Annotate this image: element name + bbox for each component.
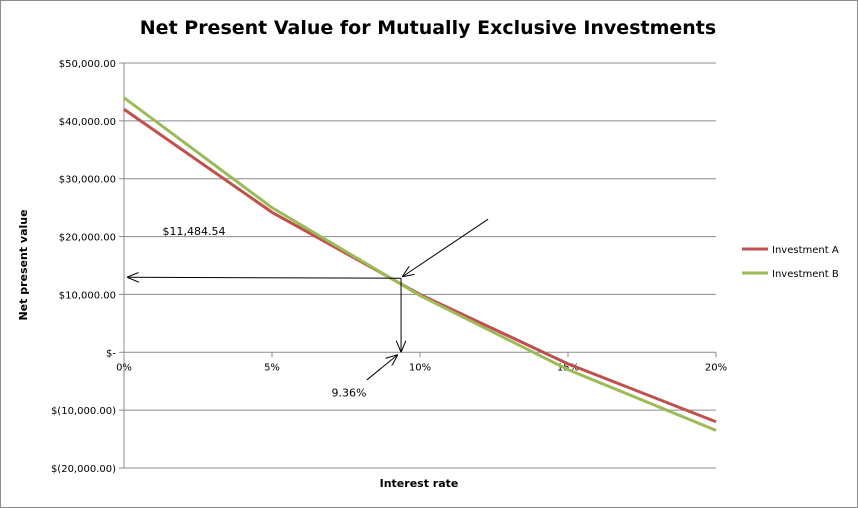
x-tick-label: 15% <box>557 362 579 373</box>
arrow-to-rate <box>366 355 397 381</box>
legend-label: Investment B <box>772 269 839 280</box>
crossover-value-label: $11,484.54 <box>162 225 225 238</box>
y-axis-title: Net present value <box>17 209 30 320</box>
annotations: $11,484.54 9.36% <box>128 218 489 399</box>
y-tick-label: $(20,000.00) <box>51 464 116 475</box>
y-axis-ticks: $50,000.00 $40,000.00 $30,000.00 $20,000.00… <box>51 59 116 475</box>
legend-label: Investment A <box>772 245 839 256</box>
crossover-rate-label: 9.36% <box>331 386 366 399</box>
arrow-to-crossover <box>403 218 489 276</box>
y-tick-label: $- <box>106 348 116 359</box>
arrow-to-y-axis <box>128 277 402 278</box>
y-tick-label: $20,000.00 <box>59 233 116 244</box>
x-tick-label: 20% <box>705 362 727 373</box>
series-line-investment-a <box>123 108 717 424</box>
y-tick-label: $10,000.00 <box>59 290 116 301</box>
gridlines <box>119 62 717 469</box>
y-tick-label: $50,000.00 <box>59 59 116 70</box>
x-axis-ticks: 0% 5% 10% 15% 20% <box>116 362 727 373</box>
chart-title: Net Present Value for Mutually Exclusive… <box>140 17 716 39</box>
x-tick-label: 0% <box>116 362 132 373</box>
series-lines <box>123 96 717 432</box>
x-axis-title: Interest rate <box>380 477 459 490</box>
x-tick-label: 10% <box>409 362 431 373</box>
y-tick-label: $30,000.00 <box>59 175 116 186</box>
legend: Investment A Investment B <box>742 245 839 280</box>
y-tick-label: $(10,000.00) <box>51 406 116 417</box>
series-line-investment-b <box>123 96 717 432</box>
y-tick-label: $40,000.00 <box>59 117 116 128</box>
x-tick-label: 5% <box>264 362 280 373</box>
